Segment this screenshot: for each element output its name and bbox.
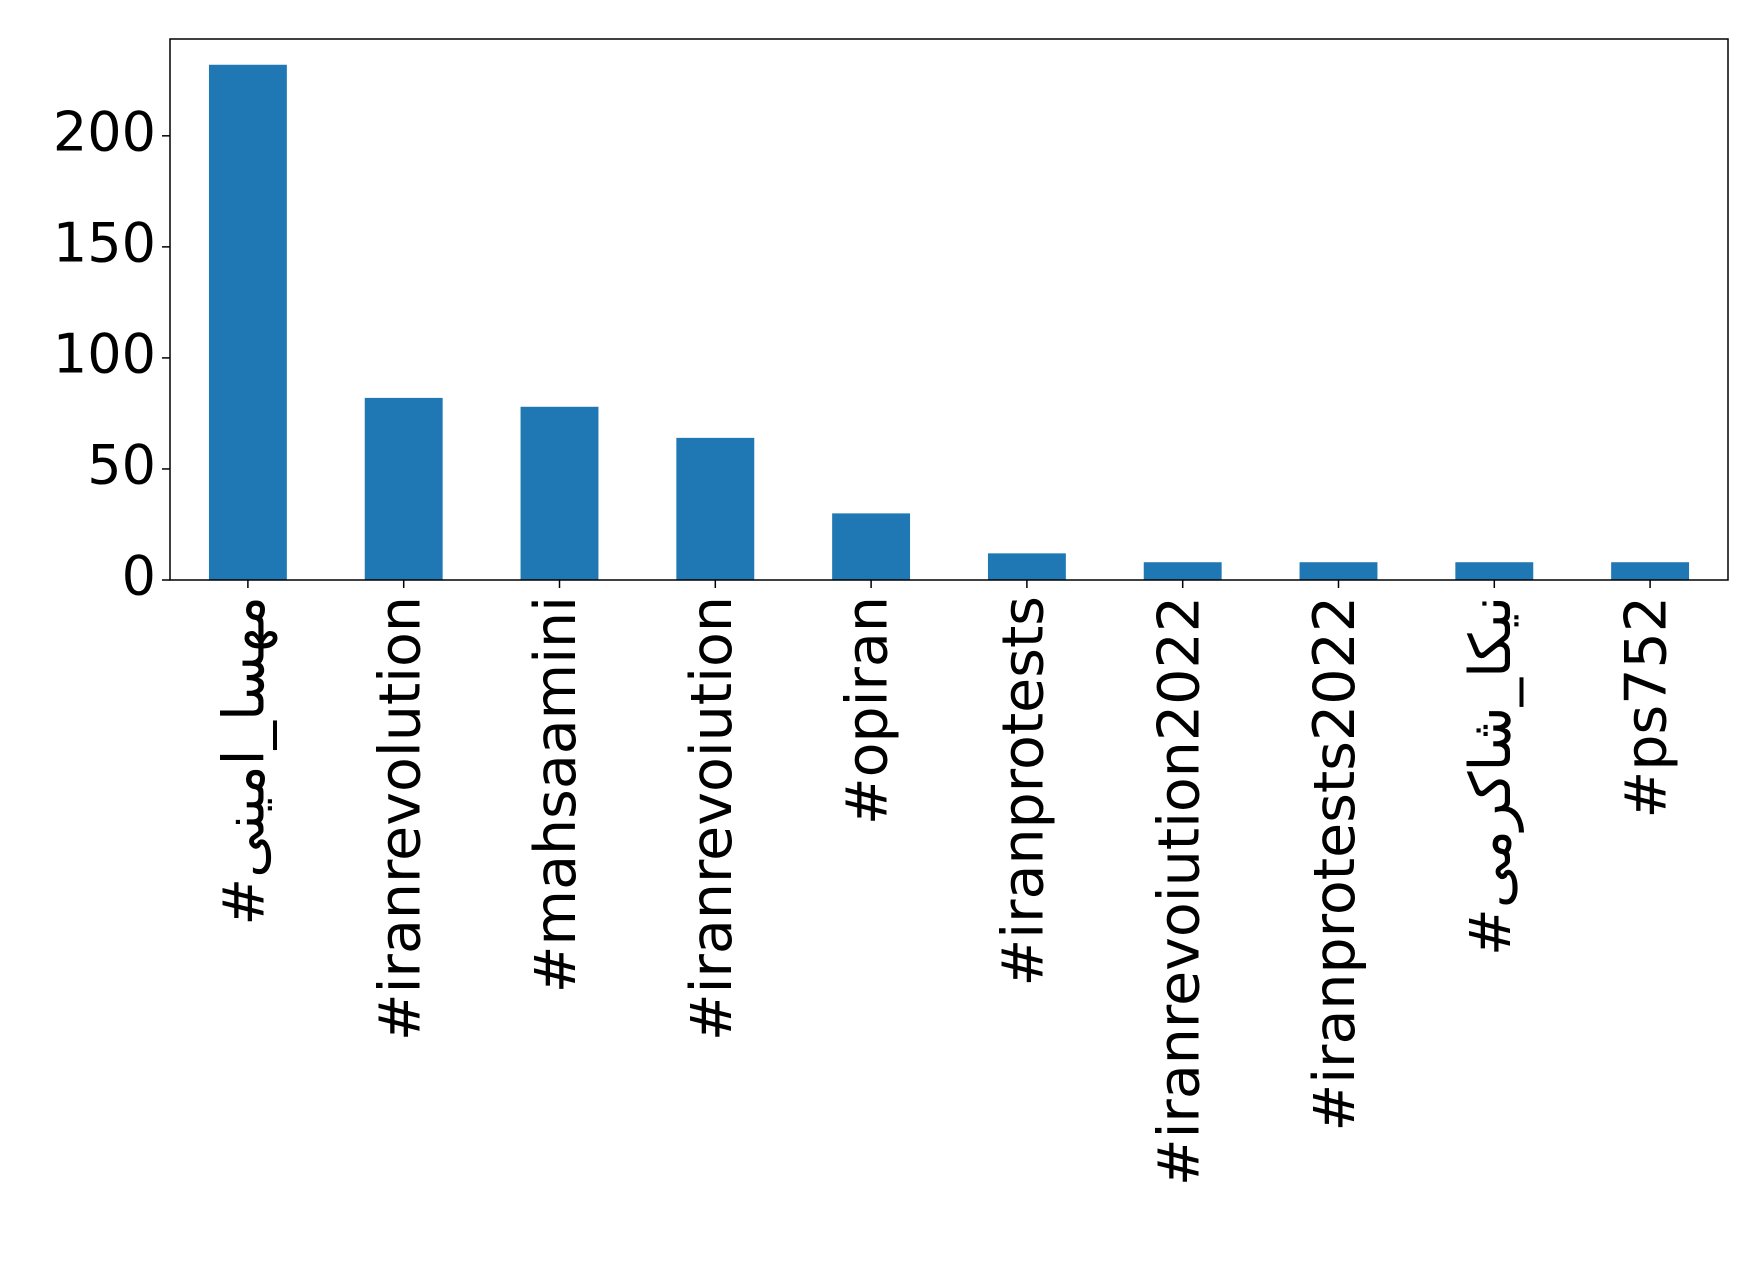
bar bbox=[832, 513, 911, 580]
bar bbox=[987, 553, 1066, 580]
bar bbox=[1143, 562, 1222, 580]
x-tick-label: #opiran bbox=[835, 596, 901, 825]
y-tick-label: 100 bbox=[53, 323, 156, 386]
bar bbox=[208, 64, 287, 580]
x-tick-label: #iranprotests bbox=[991, 596, 1057, 986]
x-tick-label: #iranrevoiution2022 bbox=[1146, 596, 1212, 1186]
bar bbox=[1455, 562, 1534, 580]
x-tick-label: #iranrevoiution bbox=[679, 596, 745, 1041]
bar bbox=[1611, 562, 1690, 580]
x-tick-label: #نیکا_شاکرمی bbox=[1458, 596, 1524, 956]
x-tick-label: #mahsaamini bbox=[523, 596, 589, 993]
x-tick-label: #مهسا_امینی bbox=[212, 596, 278, 926]
y-tick-label: 50 bbox=[87, 434, 156, 497]
x-tick-label: #ps752 bbox=[1614, 596, 1680, 818]
bar bbox=[1299, 562, 1378, 580]
bar bbox=[364, 397, 443, 580]
plot-frame bbox=[169, 38, 1729, 581]
x-tick-label: #iranprotests2022 bbox=[1302, 596, 1368, 1132]
bar bbox=[520, 406, 599, 580]
y-tick-label: 0 bbox=[122, 545, 156, 608]
y-tick-label: 150 bbox=[53, 212, 156, 275]
x-tick-label: #iranrevolution bbox=[367, 596, 433, 1041]
bar bbox=[676, 437, 755, 580]
y-tick-label: 200 bbox=[53, 100, 156, 163]
